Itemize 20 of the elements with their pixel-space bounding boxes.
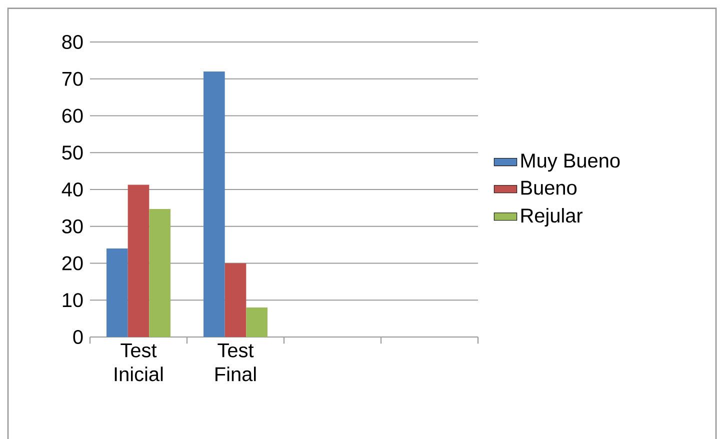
- y-tick-label: 50: [62, 146, 83, 160]
- legend-label: Muy Bueno: [521, 154, 620, 172]
- legend-label: Bueno: [521, 180, 577, 195]
- bar: [246, 308, 268, 337]
- bar: [203, 72, 225, 337]
- legend-label: Rejular: [521, 208, 583, 227]
- y-tick-label: 70: [62, 72, 83, 86]
- y-tick-label: 10: [62, 293, 83, 308]
- x-tick-label: Test Final: [216, 343, 256, 382]
- bar: [149, 209, 171, 337]
- y-tick-label: 0: [73, 330, 83, 344]
- y-tick-label: 80: [62, 34, 83, 50]
- bar: [106, 248, 128, 337]
- y-tick-label: 40: [62, 182, 83, 197]
- y-tick-label: 30: [62, 219, 83, 234]
- y-tick-label: 60: [62, 108, 83, 123]
- bar: [128, 184, 150, 337]
- x-tick-label: Test Inicial: [114, 343, 163, 382]
- bar: [224, 263, 246, 337]
- y-tick-label: 20: [62, 256, 83, 270]
